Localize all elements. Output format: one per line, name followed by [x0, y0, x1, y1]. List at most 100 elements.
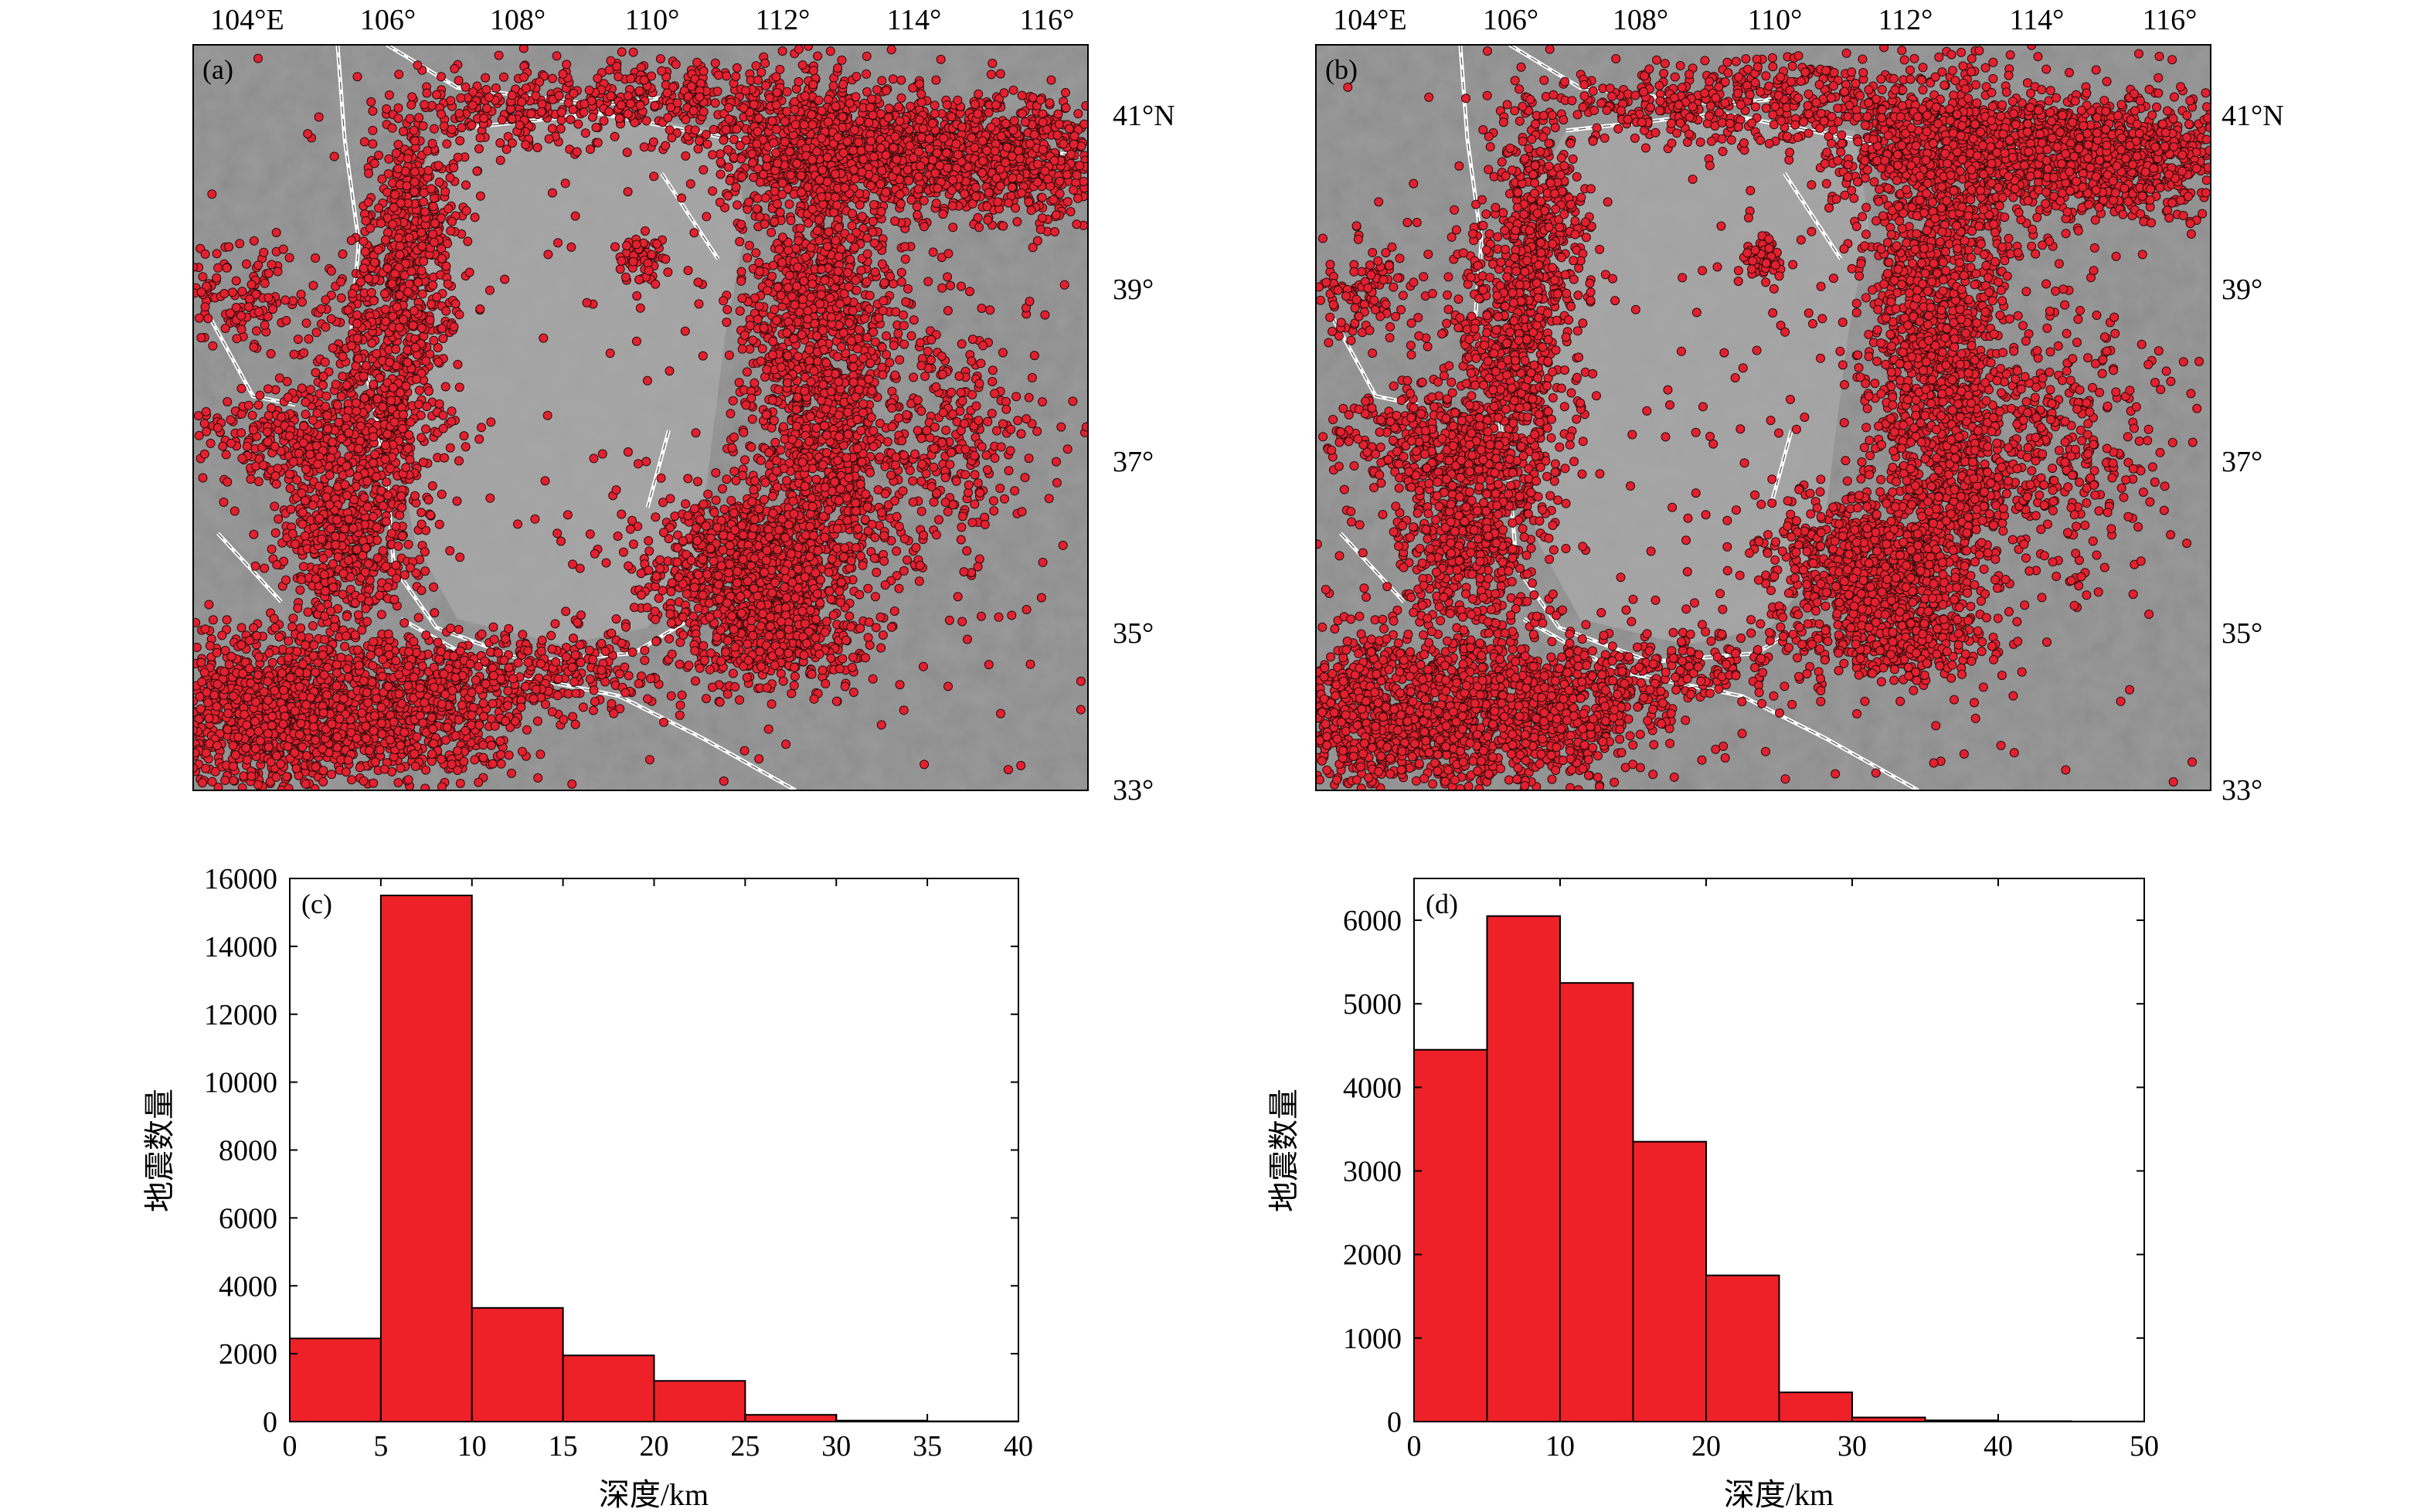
map-a-event-marker [423, 495, 433, 505]
map-a-event-marker [554, 90, 564, 100]
map-a-event-marker [1073, 109, 1083, 119]
map-a-event-marker [869, 151, 879, 161]
map-a-event-marker [610, 131, 620, 141]
map-a-event-marker [247, 410, 257, 420]
map-a-event-marker [997, 131, 1006, 141]
map-a-event-marker [935, 161, 945, 171]
map-a-event-marker [251, 461, 261, 471]
map-a-event-marker [297, 508, 308, 518]
map-a-event-marker [626, 99, 635, 109]
map-a-event-marker [548, 73, 557, 83]
map-a-event-marker [344, 515, 354, 524]
map-a-event-marker [246, 678, 256, 688]
map-a-event-marker [271, 479, 281, 489]
map-a-event-marker [373, 245, 383, 255]
map-a-event-marker [264, 648, 274, 658]
map-a-event-marker [1064, 124, 1074, 134]
map-a-event-marker [993, 197, 1003, 207]
map-a-event-marker [413, 277, 423, 287]
map-a-event-marker [416, 228, 427, 238]
map-a-event-marker [515, 120, 525, 130]
map-a-event-marker [249, 623, 258, 633]
map-a-event-marker [1038, 117, 1048, 127]
map-a-event-marker [321, 586, 331, 596]
map-a-event-marker [531, 91, 541, 100]
map-a-event-marker [355, 421, 365, 431]
map-a-event-marker [212, 702, 222, 712]
map-a-event-marker [558, 69, 568, 79]
map-a-event-marker [249, 425, 258, 435]
map-a-event-marker [223, 725, 233, 735]
map-a-event-marker [243, 692, 253, 702]
map-a-event-marker [314, 514, 325, 524]
map-a-event-marker [710, 98, 720, 108]
map-a-event-marker [622, 148, 632, 158]
map-a-event-marker [477, 423, 486, 433]
map-a-event-marker [252, 630, 262, 640]
map-a-event-marker [405, 114, 415, 124]
map-a-event-marker [428, 229, 438, 240]
map-a-event-marker [406, 417, 416, 427]
map-a-event-marker [198, 778, 207, 788]
map-a-event-marker [438, 423, 448, 433]
map-a-event-marker [284, 469, 294, 479]
map-a-event-marker [447, 124, 457, 134]
map-a-event-marker [395, 241, 405, 251]
map-a-event-marker [452, 496, 462, 506]
map-a-event-marker [410, 167, 420, 177]
map-a-event-marker [634, 86, 644, 96]
map-a-event-marker [1059, 139, 1069, 149]
map-a-event-marker [455, 552, 465, 562]
map-a-event-marker [888, 74, 898, 84]
map-a-event-marker [337, 433, 346, 443]
map-a-event-marker [375, 590, 385, 600]
map-a-event-marker [338, 569, 348, 579]
map-a-event-marker [916, 161, 926, 171]
map-a-event-marker [914, 115, 924, 125]
map-a-event-marker [905, 141, 915, 151]
map-a-event-marker [197, 677, 207, 687]
map-a-event-marker [326, 453, 336, 463]
map-a-event-marker [716, 149, 725, 159]
map-a-event-marker [984, 107, 994, 117]
map-a-event-marker [416, 323, 427, 333]
map-a-event-marker [413, 613, 423, 623]
map-a-event-marker [219, 667, 229, 677]
map-a-event-marker [716, 157, 726, 167]
map-a-event-marker [453, 359, 463, 369]
map-a-event-marker [694, 136, 704, 146]
map-a-event-marker [443, 279, 453, 289]
map-a-event-marker [424, 386, 433, 396]
map-a-event-marker [924, 134, 934, 144]
map-a-event-marker [217, 630, 227, 640]
map-a-event-marker [429, 335, 439, 345]
map-a-event-marker [343, 556, 353, 566]
map-a-event-marker [319, 569, 329, 579]
map-a-event-marker [556, 107, 566, 117]
map-a-event-marker [303, 607, 313, 617]
map-a-event-marker [229, 776, 239, 786]
map-a-event-marker [904, 175, 914, 185]
map-a-event-marker [403, 539, 413, 549]
map-a-event-marker [444, 204, 454, 214]
map-a-event-marker [387, 279, 397, 289]
map-a-event-marker [399, 618, 410, 628]
map-a-event-marker [591, 123, 601, 132]
map-a-event-marker [422, 88, 432, 98]
map-a-event-marker [208, 615, 218, 625]
map-a-event-marker [1062, 170, 1072, 180]
map-a-event-marker [1045, 98, 1055, 108]
map-a-event-marker [896, 199, 906, 209]
map-a-event-marker [380, 454, 390, 464]
map-a-event-marker [932, 148, 942, 158]
map-a-event-marker [434, 177, 444, 187]
map-a-event-marker [365, 223, 376, 233]
map-a-event-marker [198, 473, 208, 483]
map-a-event-marker [1075, 161, 1085, 171]
map-a-event-marker [440, 382, 450, 392]
map-a-event-marker [419, 257, 429, 267]
map-a-event-marker [342, 491, 352, 501]
map-a-event-marker [369, 778, 379, 788]
map-a-event-marker [385, 357, 395, 367]
map-a-event-marker [395, 510, 405, 520]
